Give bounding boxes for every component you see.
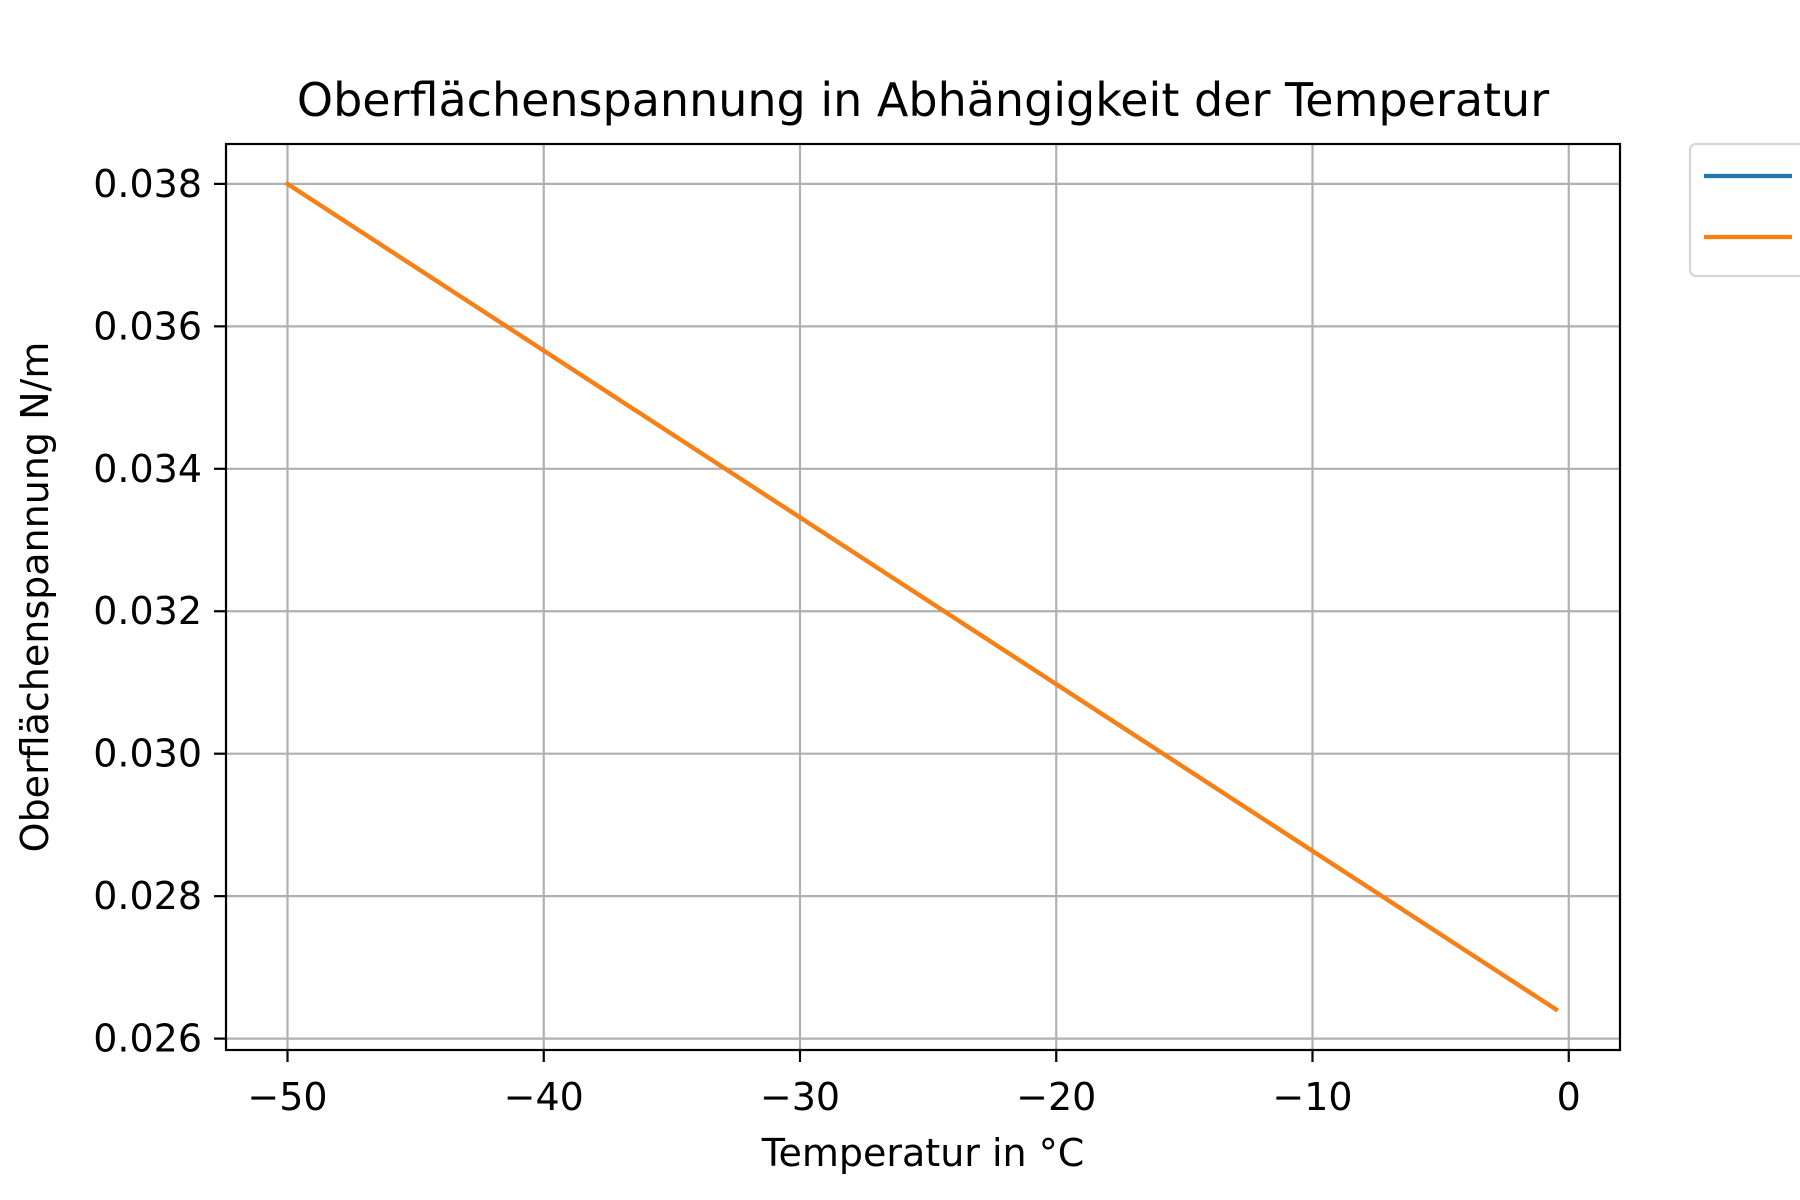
series-layer: [284, 180, 1559, 1013]
x-tick-label: −40: [504, 1075, 584, 1119]
y-axis: 0.026 0.028 0.030 0.032 0.034 0.036 0.038: [93, 162, 226, 1061]
x-tick-label: −20: [1016, 1075, 1096, 1119]
legend-box: [1688, 142, 1800, 278]
y-tick-label: 0.026: [93, 1017, 202, 1061]
legend: [1688, 142, 1800, 278]
x-tick-label: −30: [760, 1075, 840, 1119]
chart-title: Oberflächenspannung in Abhängigkeit der …: [297, 73, 1549, 127]
y-tick-label: 0.032: [93, 589, 202, 633]
x-tick-label: 0: [1557, 1075, 1581, 1119]
series-line-2: [284, 180, 1559, 1013]
y-tick-label: 0.038: [93, 162, 202, 206]
x-axis-label: Temperatur in °C: [761, 1131, 1085, 1175]
plot-frame: [224, 142, 1622, 1052]
x-tick-label: −10: [1272, 1075, 1352, 1119]
x-axis: −50 −40 −30 −20 −10 0: [247, 1050, 1581, 1119]
y-tick-label: 0.028: [93, 874, 202, 918]
y-tick-label: 0.034: [93, 447, 202, 491]
y-axis-label: Oberflächenspannung N/m: [13, 342, 57, 853]
grid-lines: [226, 144, 1620, 1050]
x-tick-label: −50: [247, 1075, 327, 1119]
y-tick-label: 0.030: [93, 732, 202, 776]
y-tick-label: 0.036: [93, 304, 202, 348]
